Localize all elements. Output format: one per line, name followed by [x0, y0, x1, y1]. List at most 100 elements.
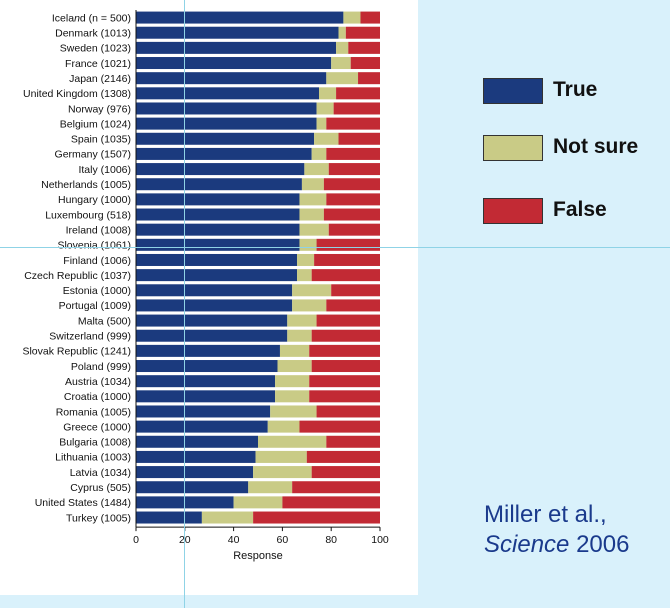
stacked-bar-chart: Iceland (n = 500) Denmark (1013) Sweden (1… — [22, 10, 389, 562]
bar-false-croatia-1000 — [309, 390, 380, 403]
bar-true-netherlands-1005 — [136, 178, 302, 191]
category-label: Italy (1006) — [78, 164, 131, 176]
bar-false-denmark-1013 — [345, 26, 380, 39]
category-label: Bulgaria (1008) — [59, 437, 131, 449]
bar-false-turkey-1005 — [253, 511, 380, 524]
bar-false-netherlands-1005 — [323, 178, 380, 191]
bar-not-sure-portugal-1009 — [292, 299, 327, 312]
bar-true-france-1021 — [136, 57, 332, 70]
bar-true-bulgaria-1008 — [136, 435, 258, 448]
category-label: Malta (500) — [78, 315, 131, 327]
bar-true-denmark-1013 — [136, 26, 339, 39]
bar-not-sure-latvia-1034 — [253, 466, 312, 479]
citation-journal: Science — [484, 531, 570, 558]
x-tick-label: 80 — [325, 534, 337, 546]
category-label: Norway (976) — [68, 103, 131, 115]
x-tick-label: 40 — [228, 534, 240, 546]
bar-false-iceland-n-500 — [360, 11, 380, 24]
bar-true-slovenia-1061 — [136, 238, 300, 251]
category-label: Switzerland (999) — [49, 331, 131, 343]
bar-not-sure-romania-1005 — [270, 405, 317, 418]
category-label: Iceland (n = 500) — [52, 12, 131, 24]
bar-true-slovak-republic-1241 — [136, 344, 280, 357]
bar-false-portugal-1009 — [326, 299, 380, 312]
bar-false-switzerland-999 — [311, 329, 380, 342]
bar-not-sure-spain-1035 — [314, 132, 339, 145]
legend-item-false: False — [483, 198, 670, 228]
bar-not-sure-lithuania-1003 — [255, 450, 307, 463]
legend-item-true: True — [483, 78, 670, 108]
bar-true-cyprus-505 — [136, 481, 249, 494]
bar-false-bulgaria-1008 — [326, 435, 380, 448]
bar-not-sure-norway-976 — [316, 102, 334, 115]
bar-true-luxembourg-518 — [136, 208, 300, 221]
bar-false-hungary-1000 — [326, 193, 380, 206]
citation-source: Science 2006 — [484, 530, 629, 560]
category-label: Portugal (1009) — [59, 300, 131, 312]
category-label: Sweden (1023) — [60, 43, 131, 55]
bar-false-luxembourg-518 — [323, 208, 380, 221]
chart-panel: Iceland (n = 500) Denmark (1013) Sweden (1… — [0, 0, 418, 595]
bar-true-turkey-1005 — [136, 511, 202, 524]
x-tick-label: 100 — [371, 534, 389, 546]
bar-not-sure-turkey-1005 — [201, 511, 254, 524]
bar-not-sure-estonia-1000 — [292, 284, 332, 297]
category-label: Luxembourg (518) — [45, 209, 131, 221]
category-label: Ireland (1008) — [66, 224, 131, 236]
bar-not-sure-slovak-republic-1241 — [279, 344, 310, 357]
bar-not-sure-united-kingdom-1308 — [319, 87, 337, 100]
category-label: Poland (999) — [71, 361, 131, 373]
bar-false-cyprus-505 — [292, 481, 380, 494]
category-label: Belgium (1024) — [60, 118, 131, 130]
bar-true-poland-999 — [136, 360, 278, 373]
vertical-guide-line — [184, 0, 185, 608]
bar-false-united-states-1484 — [282, 496, 380, 509]
category-label: Austria (1034) — [65, 376, 131, 388]
bar-true-romania-1005 — [136, 405, 271, 418]
bar-not-sure-germany-1507 — [311, 147, 327, 160]
bar-not-sure-united-states-1484 — [233, 496, 283, 509]
bar-false-czech-republic-1037 — [311, 269, 380, 282]
citation-authors: Miller et al., — [484, 501, 607, 528]
bar-false-ireland-1008 — [328, 223, 380, 236]
bar-true-estonia-1000 — [136, 284, 293, 297]
bar-false-malta-500 — [316, 314, 380, 327]
bar-false-slovak-republic-1241 — [309, 344, 380, 357]
bar-false-latvia-1034 — [311, 466, 380, 479]
bar-true-iceland-n-500 — [136, 11, 344, 24]
bar-true-sweden-1023 — [136, 41, 337, 54]
horizontal-guide-line — [0, 247, 670, 248]
bar-not-sure-iceland-n-500 — [343, 11, 361, 24]
citation-year: 2006 — [576, 531, 630, 558]
bar-true-czech-republic-1037 — [136, 269, 298, 282]
bar-false-germany-1507 — [326, 147, 380, 160]
bar-true-japan-2146 — [136, 72, 327, 85]
bar-true-lithuania-1003 — [136, 450, 256, 463]
category-label: Finland (1006) — [63, 255, 131, 267]
bar-false-italy-1006 — [328, 163, 380, 176]
bar-true-germany-1507 — [136, 147, 312, 160]
bar-false-japan-2146 — [358, 72, 380, 85]
x-tick-label: 0 — [133, 534, 139, 546]
bar-true-switzerland-999 — [136, 329, 288, 342]
legend-label-false: False — [553, 198, 607, 221]
bar-not-sure-netherlands-1005 — [301, 178, 324, 191]
bar-true-belgium-1024 — [136, 117, 317, 130]
bar-not-sure-bulgaria-1008 — [258, 435, 327, 448]
bar-not-sure-malta-500 — [287, 314, 317, 327]
bar-true-italy-1006 — [136, 163, 305, 176]
bar-not-sure-ireland-1008 — [299, 223, 329, 236]
bar-false-lithuania-1003 — [306, 450, 380, 463]
bar-true-austria-1034 — [136, 375, 276, 388]
category-label: United States (1484) — [35, 497, 131, 509]
category-label: Latvia (1034) — [70, 467, 131, 479]
bar-false-estonia-1000 — [331, 284, 380, 297]
bar-not-sure-croatia-1000 — [275, 390, 310, 403]
category-label: Croatia (1000) — [64, 391, 131, 403]
bar-not-sure-denmark-1013 — [338, 26, 346, 39]
bar-not-sure-hungary-1000 — [299, 193, 327, 206]
category-label: Greece (1000) — [63, 421, 131, 433]
bar-false-norway-976 — [333, 102, 380, 115]
legend-swatch-not-sure — [483, 135, 543, 161]
category-label: Denmark (1013) — [55, 28, 131, 40]
